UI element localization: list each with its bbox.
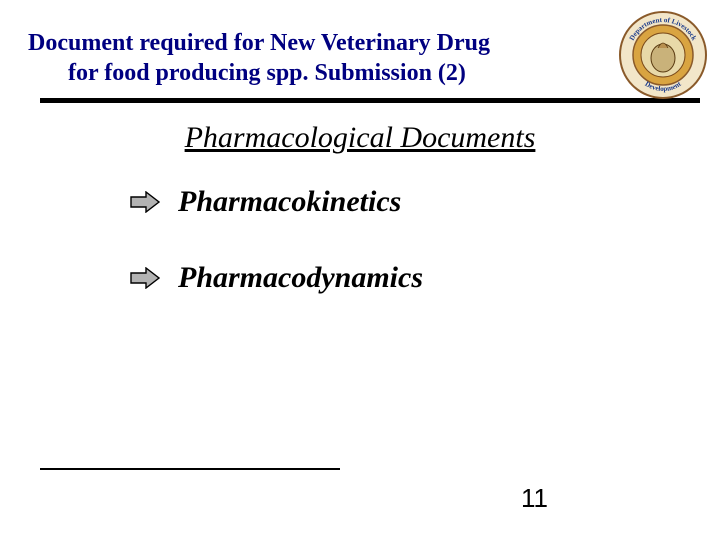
arrow-right-icon [130, 267, 160, 289]
slide: Department of Livestock Development Docu… [0, 0, 720, 540]
bullet-label: Pharmacokinetics [178, 185, 401, 219]
slide-title-line1: Document required for New Veterinary Dru… [28, 28, 580, 58]
section-heading: Pharmacological Documents [20, 121, 700, 155]
page-number: 11 [521, 483, 548, 514]
bullet-item: Pharmacokinetics [130, 185, 700, 219]
footer-divider [40, 468, 340, 470]
slide-title: Document required for New Veterinary Dru… [20, 28, 700, 88]
title-divider [40, 98, 700, 103]
bullet-label: Pharmacodynamics [178, 261, 423, 295]
arrow-right-icon [130, 191, 160, 213]
slide-title-line2: for food producing spp. Submission (2) [28, 58, 580, 88]
bullet-item: Pharmacodynamics [130, 261, 700, 295]
org-seal-logo: Department of Livestock Development [618, 10, 708, 100]
